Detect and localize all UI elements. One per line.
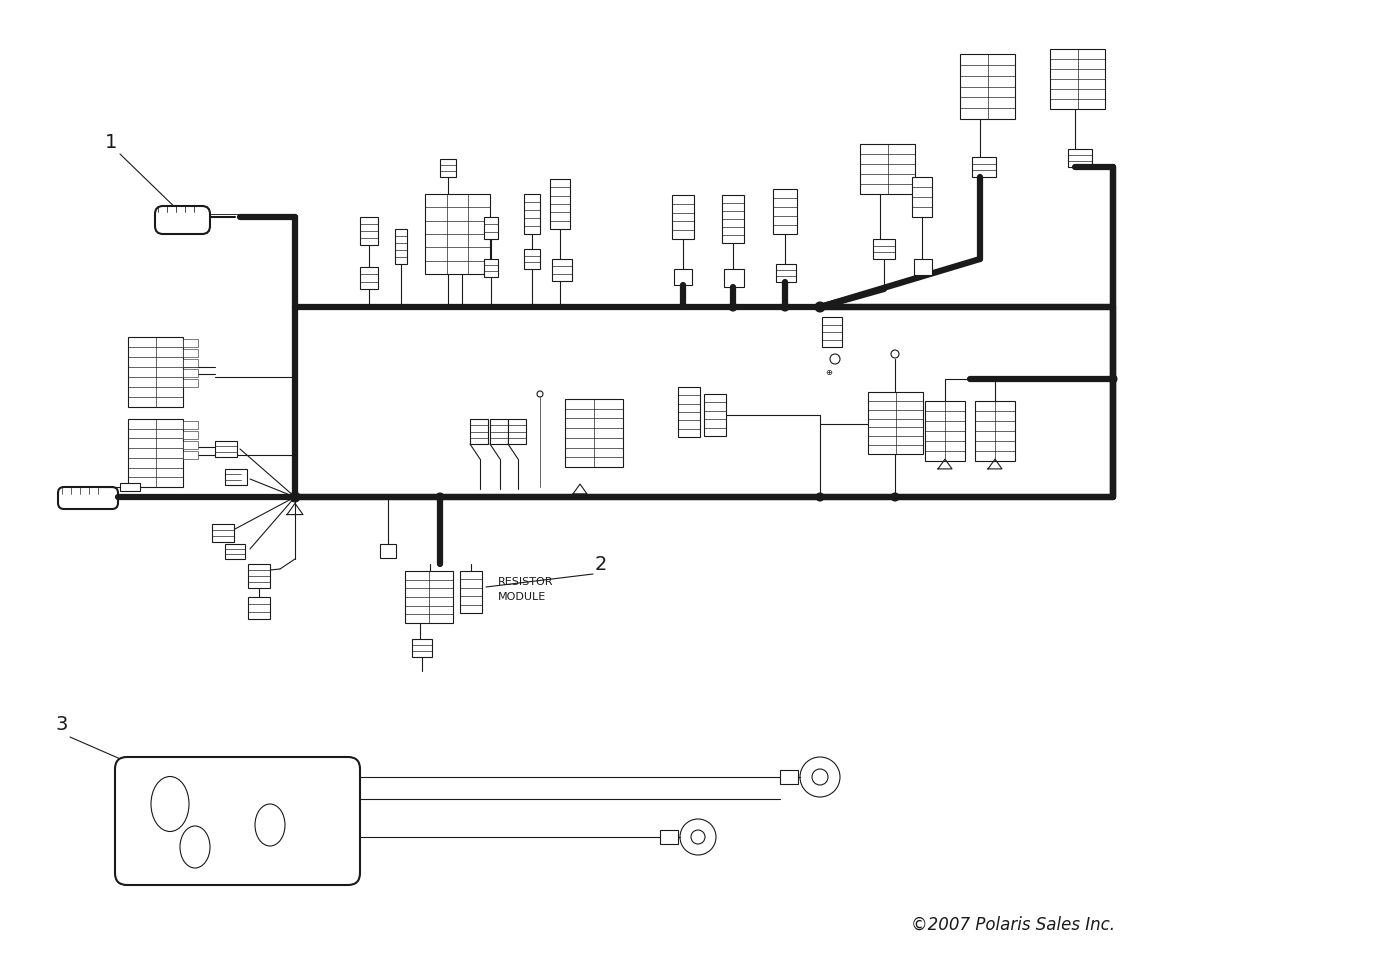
Bar bbox=[470, 420, 488, 445]
Circle shape bbox=[816, 494, 824, 502]
Circle shape bbox=[537, 391, 543, 398]
Ellipse shape bbox=[152, 777, 189, 831]
Bar bbox=[183, 350, 198, 358]
Bar bbox=[674, 270, 692, 286]
Bar bbox=[925, 402, 965, 462]
Bar bbox=[565, 400, 623, 467]
Bar bbox=[704, 394, 726, 436]
FancyBboxPatch shape bbox=[58, 487, 119, 510]
Bar bbox=[360, 268, 378, 289]
Bar bbox=[440, 159, 456, 178]
Text: 1: 1 bbox=[105, 133, 117, 152]
Bar bbox=[550, 180, 570, 230]
Circle shape bbox=[289, 493, 300, 503]
Bar bbox=[672, 196, 695, 240]
Bar bbox=[723, 270, 744, 288]
Bar bbox=[405, 571, 453, 623]
Bar bbox=[183, 422, 198, 429]
Circle shape bbox=[814, 302, 825, 313]
Circle shape bbox=[1109, 376, 1118, 383]
FancyBboxPatch shape bbox=[154, 206, 209, 235]
Circle shape bbox=[679, 820, 717, 855]
Bar bbox=[360, 218, 378, 245]
Text: RESISTOR: RESISTOR bbox=[497, 576, 554, 587]
Bar bbox=[1068, 150, 1091, 168]
Bar bbox=[460, 571, 482, 613]
Bar bbox=[868, 392, 923, 455]
Bar bbox=[491, 420, 508, 445]
Bar bbox=[524, 195, 540, 235]
Bar bbox=[128, 420, 183, 487]
Bar bbox=[412, 640, 431, 657]
Bar bbox=[484, 260, 497, 278]
Bar bbox=[976, 402, 1016, 462]
Bar bbox=[780, 771, 798, 784]
Circle shape bbox=[690, 830, 706, 844]
Text: MODULE: MODULE bbox=[497, 592, 546, 601]
Bar bbox=[212, 524, 234, 543]
Bar bbox=[678, 387, 700, 437]
Circle shape bbox=[435, 494, 444, 502]
Bar bbox=[914, 260, 932, 276]
Bar bbox=[508, 420, 526, 445]
Bar bbox=[225, 545, 245, 559]
Circle shape bbox=[729, 304, 737, 312]
Bar bbox=[874, 240, 894, 260]
Text: 2: 2 bbox=[595, 555, 608, 573]
Bar bbox=[395, 230, 407, 265]
Bar bbox=[773, 190, 796, 235]
Bar bbox=[183, 339, 198, 347]
Circle shape bbox=[830, 355, 841, 365]
Bar bbox=[183, 360, 198, 368]
FancyBboxPatch shape bbox=[114, 757, 360, 885]
Bar bbox=[128, 337, 183, 408]
Bar bbox=[380, 545, 395, 558]
Bar bbox=[183, 441, 198, 450]
Bar bbox=[484, 218, 497, 240]
Text: 3: 3 bbox=[55, 714, 68, 734]
Circle shape bbox=[892, 494, 898, 502]
Circle shape bbox=[892, 351, 898, 359]
Bar bbox=[722, 196, 744, 244]
Bar bbox=[971, 157, 996, 178]
Bar bbox=[248, 564, 270, 589]
Bar bbox=[823, 318, 842, 347]
Bar bbox=[660, 830, 678, 844]
Bar bbox=[120, 483, 141, 492]
Circle shape bbox=[801, 757, 841, 797]
Bar bbox=[248, 598, 270, 619]
Bar bbox=[860, 145, 915, 195]
Circle shape bbox=[812, 770, 828, 785]
Bar bbox=[225, 469, 247, 485]
Bar bbox=[1050, 50, 1105, 110]
Bar bbox=[776, 265, 796, 283]
Bar bbox=[183, 370, 198, 378]
Bar bbox=[424, 195, 491, 275]
Bar bbox=[960, 55, 1016, 120]
Bar bbox=[912, 178, 932, 218]
Bar bbox=[183, 431, 198, 439]
Ellipse shape bbox=[255, 804, 285, 846]
Bar bbox=[183, 452, 198, 460]
Ellipse shape bbox=[181, 826, 209, 868]
Bar bbox=[553, 260, 572, 282]
Bar bbox=[183, 379, 198, 387]
Text: ©2007 Polaris Sales Inc.: ©2007 Polaris Sales Inc. bbox=[911, 915, 1115, 933]
Bar bbox=[524, 249, 540, 270]
Bar bbox=[215, 441, 237, 458]
Text: ⊕: ⊕ bbox=[825, 368, 832, 377]
Circle shape bbox=[781, 304, 790, 312]
